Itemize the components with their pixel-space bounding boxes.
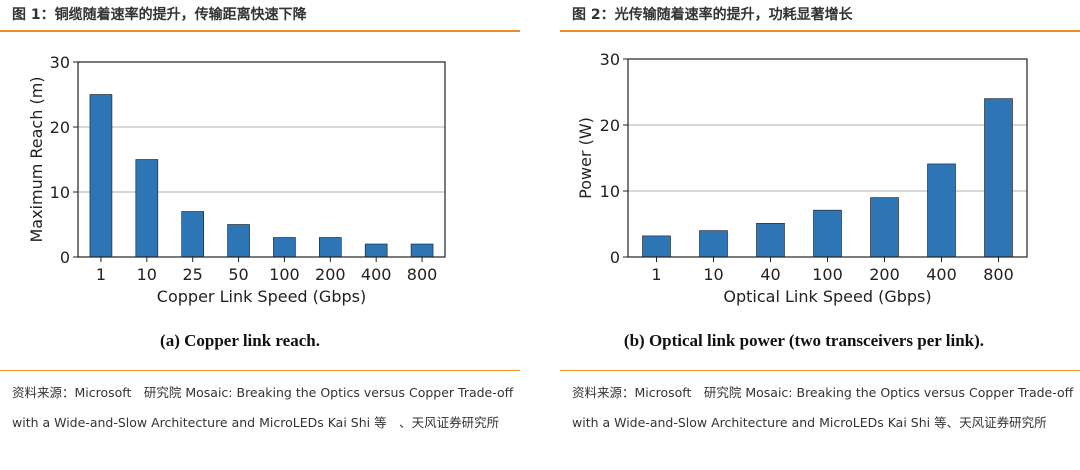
bar — [870, 197, 899, 258]
y-tick-label: 0 — [610, 248, 620, 267]
plot-frame — [77, 61, 446, 258]
x-tick-label: 400 — [361, 265, 392, 284]
x-axis-label: Optical Link Speed (Gbps) — [723, 287, 931, 306]
y-axis-label: Power (W) — [576, 117, 595, 199]
x-tick-label: 200 — [869, 265, 900, 284]
copper-reach-chart: 0 10 20 30 1 10 25 50 100 200 400 800 Copper Link Sp… — [27, 53, 446, 350]
optical-power-chart: 0 10 20 30 1 10 40 100 200 400 800 Optical Link Spe… — [576, 50, 1028, 350]
y-tick-label: 20 — [50, 118, 70, 137]
x-tick-label: 10 — [137, 265, 157, 284]
bar — [364, 243, 388, 258]
x-tick-label: 100 — [812, 265, 843, 284]
plot-frame — [627, 58, 1028, 258]
x-tick-label: 10 — [703, 265, 723, 284]
x-tick-label: 200 — [315, 265, 346, 284]
source-note: 资料来源：Microsoft 研究院 Mosaic: Breaking the … — [572, 385, 1074, 430]
y-tick-label: 30 — [50, 53, 70, 72]
bar — [699, 230, 728, 258]
x-tick-label: 50 — [228, 265, 248, 284]
x-tick-label: 1 — [651, 265, 661, 284]
x-tick-label: 800 — [407, 265, 438, 284]
bar — [984, 98, 1013, 258]
chart-caption: (b) Optical link power (two transceivers… — [624, 331, 984, 350]
x-tick-label: 400 — [926, 265, 957, 284]
plot-area: 0 10 20 30 1 10 25 50 100 200 400 800 Copper Link Sp… — [27, 53, 446, 306]
x-tick-label: 100 — [269, 265, 300, 284]
bar — [227, 224, 250, 258]
bar — [410, 243, 434, 258]
source-note: 资料来源：Microsoft 研究院 Mosaic: Breaking the … — [12, 385, 514, 430]
bar — [756, 223, 785, 258]
x-tick-label: 25 — [183, 265, 203, 284]
y-tick-label: 10 — [50, 183, 70, 202]
y-tick-label: 20 — [600, 116, 620, 135]
x-tick-label: 800 — [983, 265, 1014, 284]
title-divider — [0, 30, 520, 32]
figure-title: 图 2：光传输随着速率的提升，功耗显著增长 — [572, 7, 853, 23]
bar — [927, 163, 956, 258]
figure-title: 图 1：铜缆随着速率的提升，传输距离快速下降 — [12, 7, 307, 23]
bar — [89, 94, 113, 258]
bar — [319, 237, 342, 258]
figure-panel-optical: 图 2：光传输随着速率的提升，功耗显著增长 0 10 20 30 1 10 40 100 200… — [560, 0, 1080, 470]
bar — [813, 209, 842, 258]
plot-area: 0 10 20 30 1 10 40 100 200 400 800 Optical Link Spe… — [576, 50, 1028, 306]
y-tick-label: 30 — [600, 50, 620, 69]
source-divider — [560, 370, 1080, 371]
y-tick-label: 10 — [600, 182, 620, 201]
bar — [181, 211, 204, 258]
y-tick-label: 0 — [60, 248, 70, 267]
x-axis-label: Copper Link Speed (Gbps) — [157, 287, 366, 306]
chart-caption: (a) Copper link reach. — [160, 331, 320, 350]
bar — [135, 159, 159, 258]
bar — [642, 235, 671, 258]
x-tick-label: 40 — [760, 265, 780, 284]
y-axis-label: Maximum Reach (m) — [27, 76, 46, 242]
title-divider — [560, 30, 1080, 32]
bar — [273, 237, 296, 258]
x-tick-label: 1 — [96, 265, 106, 284]
source-divider — [0, 370, 520, 371]
figure-panel-copper: 图 1：铜缆随着速率的提升，传输距离快速下降 0 10 20 30 1 10 25 50 100… — [0, 0, 520, 470]
